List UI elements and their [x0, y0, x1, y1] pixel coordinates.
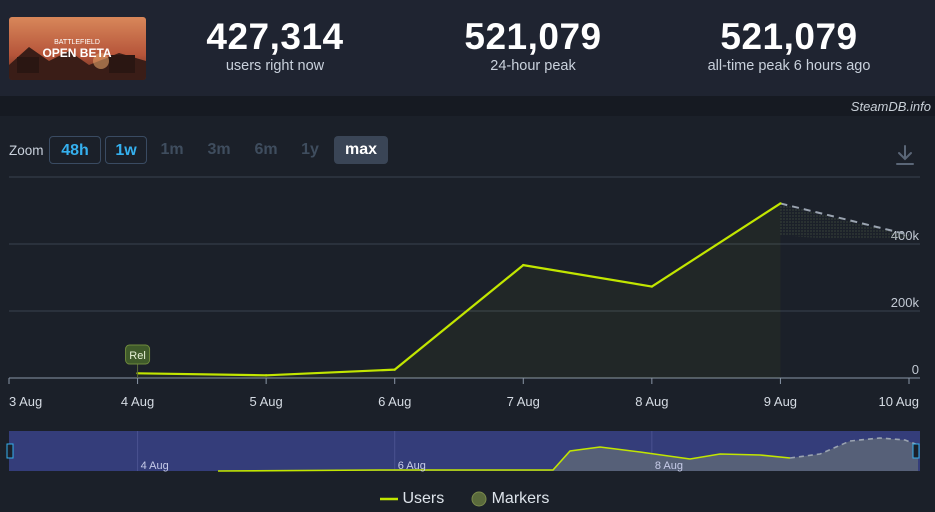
x-tick-label: 8 Aug: [635, 394, 668, 409]
zoom-48h-button[interactable]: 48h: [49, 136, 101, 164]
zoom-3m-button[interactable]: 3m: [207, 141, 231, 158]
all-time-peak-label: all-time peak 6 hours ago: [707, 58, 871, 74]
zoom-6m-button[interactable]: 6m: [254, 141, 278, 158]
users-point: [779, 202, 782, 205]
users-chart[interactable]: 3 Aug 4 Aug 5 Aug 6 Aug 7 Aug 8 Aug 9 Aug 10 Au…: [0, 170, 935, 490]
all-time-peak-stat: 521,079 all-time peak 6 hours ago: [674, 14, 904, 74]
users-point: [264, 374, 268, 377]
navigator-tick-label: 6 Aug: [398, 460, 426, 472]
users-line: [137, 202, 782, 377]
x-axis: 3 Aug 4 Aug 5 Aug 6 Aug 7 Aug 8 Aug 9 Aug 10 Au…: [8, 378, 920, 409]
daily-peak-value: 521,079: [464, 16, 602, 57]
download-icon[interactable]: [894, 144, 916, 166]
navigator-right-handle[interactable]: [912, 443, 920, 459]
users-legend-icon: [380, 497, 398, 501]
x-tick-label: 6 Aug: [378, 394, 411, 409]
zoom-1y-button[interactable]: 1y: [301, 141, 319, 158]
zoom-label: Zoom: [9, 143, 44, 158]
projection-area: [780, 203, 909, 239]
stats-header: BATTLEFIELD OPEN BETA 427,314 users righ…: [0, 0, 935, 96]
y-tick-label: 200k: [891, 295, 920, 310]
legend-users[interactable]: Users: [402, 490, 445, 507]
header-divider: [0, 96, 935, 116]
users-point: [650, 285, 654, 288]
current-users-value: 427,314: [206, 16, 344, 57]
x-tick-label: 10 Aug: [879, 394, 920, 409]
event-markers[interactable]: Rel: [125, 344, 151, 378]
steamdb-credit[interactable]: SteamDB.info: [850, 99, 931, 114]
x-tick-label: 4 Aug: [121, 394, 154, 409]
projection-line: [780, 202, 910, 236]
chart-legend: Users Markers: [380, 490, 549, 508]
thumbnail-title: BATTLEFIELD: [54, 39, 100, 46]
all-time-peak-value: 521,079: [720, 16, 858, 57]
navigator[interactable]: 4 Aug 6 Aug 8 Aug: [6, 431, 920, 472]
users-area: [137, 203, 781, 378]
users-point: [393, 368, 396, 371]
navigator-tick-label: 4 Aug: [141, 460, 169, 472]
navigator-projection: [789, 437, 919, 459]
zoom-1w-button[interactable]: 1w: [105, 136, 147, 164]
marker-badge[interactable]: [125, 344, 151, 365]
thumbnail-subtitle: OPEN BETA: [42, 46, 111, 60]
legend-markers[interactable]: Markers: [491, 490, 550, 507]
zoom-1m-button[interactable]: 1m: [160, 141, 184, 158]
plot-area: [136, 202, 910, 378]
navigator-line: [217, 446, 791, 472]
x-tick-label: 3 Aug: [9, 394, 42, 409]
users-point: [522, 263, 525, 267]
daily-peak-stat: 521,079 24-hour peak: [418, 14, 648, 74]
zoom-max-button[interactable]: max: [334, 136, 388, 164]
chart-gridlines: [9, 176, 920, 379]
x-tick-label: 7 Aug: [507, 394, 540, 409]
marker-label: Rel: [129, 350, 146, 362]
daily-peak-label: 24-hour peak: [490, 58, 576, 74]
markers-legend-icon: [471, 491, 487, 507]
game-art-image: BATTLEFIELD OPEN BETA: [9, 17, 146, 80]
x-tick-label: 9 Aug: [764, 394, 797, 409]
current-users-stat: 427,314 users right now: [160, 14, 390, 74]
navigator-tick-label: 8 Aug: [655, 460, 683, 472]
x-tick-label: 5 Aug: [250, 394, 283, 409]
navigator-area: [218, 438, 918, 471]
navigator-left-handle[interactable]: [6, 443, 14, 459]
current-users-label: users right now: [225, 58, 325, 74]
game-thumbnail[interactable]: BATTLEFIELD OPEN BETA: [9, 17, 146, 80]
y-tick-label: 0: [912, 362, 919, 377]
y-axis-labels: 0200k400k: [891, 228, 920, 377]
